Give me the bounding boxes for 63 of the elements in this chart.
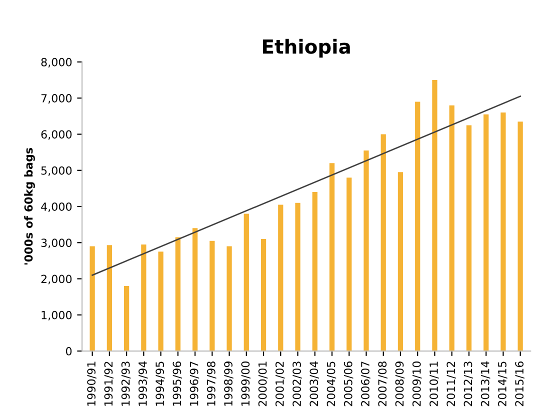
- bar: [226, 246, 232, 352]
- y-tick-label: 1,000: [42, 310, 72, 320]
- y-tick-label: 8,000: [41, 58, 72, 68]
- bar: [364, 150, 369, 352]
- x-tick-label: 2009/10: [412, 362, 422, 406]
- x-tick-label: 2004/05: [326, 362, 336, 406]
- x-tick-label: 1999/00: [241, 362, 250, 406]
- bar: [90, 246, 95, 352]
- x-tick-label: 1996/97: [190, 362, 200, 406]
- bar: [312, 192, 318, 352]
- y-tick-label: 2,000: [41, 274, 72, 284]
- bar: [518, 122, 523, 352]
- chart-title: Ethiopia: [263, 38, 350, 58]
- x-tick-label: 1997/98: [206, 362, 216, 406]
- x-tick-label: 2007/08: [378, 362, 388, 406]
- bar: [210, 240, 215, 352]
- x-tick-label: 2000/01: [258, 362, 268, 406]
- bar: [449, 105, 454, 352]
- bar: [500, 112, 506, 352]
- x-tick-label: 2011/12: [446, 362, 456, 406]
- x-tick-label: 2005/06: [344, 361, 354, 406]
- x-tick-label: 2008/09: [395, 362, 405, 406]
- x-tick-label: 2014/15: [498, 362, 508, 406]
- y-tick-label: 0: [66, 347, 72, 356]
- x-tick-label: 1993/94: [138, 361, 148, 406]
- bar: [158, 252, 164, 352]
- y-axis-title: '000s of 60kg bags: [24, 148, 35, 264]
- bar: [244, 214, 249, 352]
- bar: [278, 204, 284, 352]
- x-tick-label: 2010/11: [430, 362, 439, 406]
- bar: [346, 178, 352, 352]
- bar: [106, 245, 112, 352]
- bar: [398, 172, 404, 352]
- x-tick-label: 2012/13: [464, 362, 474, 406]
- x-tick-label: 2003/04: [310, 361, 319, 406]
- y-tick-label: 5,000: [41, 166, 72, 176]
- x-tick-label: 2015/16: [515, 361, 524, 406]
- x-tick-label: 2013/14: [480, 361, 490, 406]
- y-tick-label: 4,000: [41, 202, 72, 212]
- y-tick-label: 7,000: [41, 94, 72, 104]
- x-tick-label: 1992/93: [121, 362, 131, 406]
- bar: [192, 228, 198, 352]
- bar: [175, 237, 180, 352]
- x-tick-label: 2002/03: [292, 362, 302, 406]
- y-tick-label: 6,000: [41, 130, 72, 140]
- x-tick-label: 1994/95: [156, 362, 165, 406]
- y-tick-label: 3,000: [41, 238, 72, 248]
- bar: [432, 80, 438, 352]
- x-tick-label: 1990/91: [87, 362, 96, 406]
- bar: [124, 286, 130, 352]
- bar: [295, 202, 300, 352]
- bar: [141, 244, 146, 352]
- bar: [466, 125, 472, 352]
- x-tick-label: 1995/96: [172, 361, 182, 406]
- bar: [380, 134, 386, 352]
- x-tick-label: 2006/07: [361, 362, 370, 406]
- bar: [484, 114, 489, 352]
- bar: [415, 102, 420, 352]
- bar: [260, 239, 266, 352]
- x-tick-label: 2001/02: [275, 362, 285, 406]
- x-tick-label: 1991/92: [104, 362, 114, 406]
- bar: [329, 163, 335, 352]
- x-tick-label: 1998/99: [224, 362, 234, 406]
